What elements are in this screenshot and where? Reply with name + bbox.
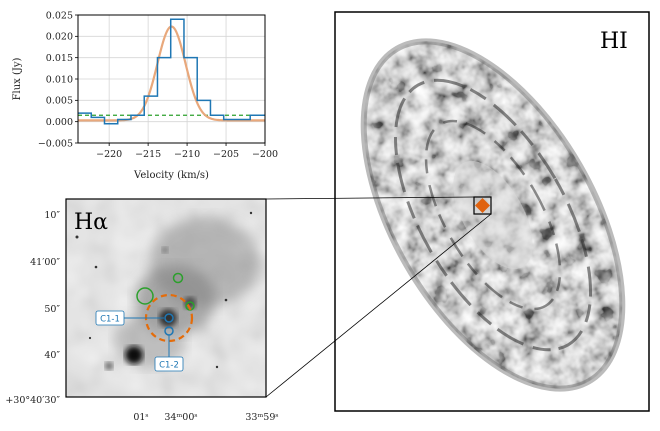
region-circle [172,272,184,284]
x-tick-label: −205 [213,149,239,160]
region-circle [136,287,154,305]
dec-axis: 10″ 41′00″ 50″ 40″ +30°40′30″ [5,210,60,406]
hi-panel: HI [334,11,650,412]
zoom-box [473,196,492,215]
hi-label: HI [600,29,628,54]
gaussian-fit-line [78,25,265,122]
connector-line-top [265,196,475,200]
c1-1-label-box [95,310,125,326]
c1-2-label-box [154,356,184,372]
dec-tick-label: 40″ [44,350,60,361]
dec-tick-label: 50″ [44,304,60,315]
y-tick-label: 0.000 [46,117,73,128]
ra-tick-label: 34ᵐ00ˢ [164,412,197,423]
ra-tick-label: 33ᵐ59ˢ [245,412,278,423]
x-axis-label: Velocity (km/s) [133,170,209,181]
hi-source-marker [475,198,490,213]
dec-tick-label: 41′00″ [30,257,60,268]
y-tick-label: −0.005 [38,138,73,149]
x-tick-label: −200 [252,149,278,160]
connector-line-bottom [265,213,492,398]
dec-tick-label: +30°40′30″ [5,395,60,406]
c1-2-label: C1-2 [159,361,179,371]
c1-1-label: C1-1 [100,315,120,325]
halpha-image [66,199,266,397]
c1-1-marker [164,313,174,323]
dec-tick-label: 10″ [44,210,60,221]
halpha-label: Hα [74,210,108,235]
chart-ticks: −220 −215 −210 −205 −200 −0.005 0.000 0.005 0.01… [38,10,278,160]
halpha-panel: Hα C1-1 C1-2 10″ 41′00″ 50″ 40″ +30°40′3… [5,198,279,423]
ra-tick-label: 01ˢ [133,412,148,423]
y-tick-label: 0.020 [46,32,73,43]
y-tick-label: 0.005 [46,96,73,107]
spectrum-chart: −220 −215 −210 −205 −200 −0.005 0.000 0.005 0.01… [12,10,278,181]
hi-galaxy-image [360,38,626,392]
y-tick-label: 0.025 [46,10,73,21]
spectrum-step-line [78,18,265,125]
x-tick-label: −215 [135,149,161,160]
y-tick-label: 0.010 [46,74,73,85]
y-axis-label: Flux (Jy) [12,57,23,100]
ra-axis: 01ˢ 34ᵐ00ˢ 33ᵐ59ˢ [133,412,278,423]
y-tick-label: 0.015 [46,53,73,64]
halpha-frame [65,198,267,398]
x-tick-label: −220 [96,149,122,160]
x-tick-label: −210 [174,149,200,160]
